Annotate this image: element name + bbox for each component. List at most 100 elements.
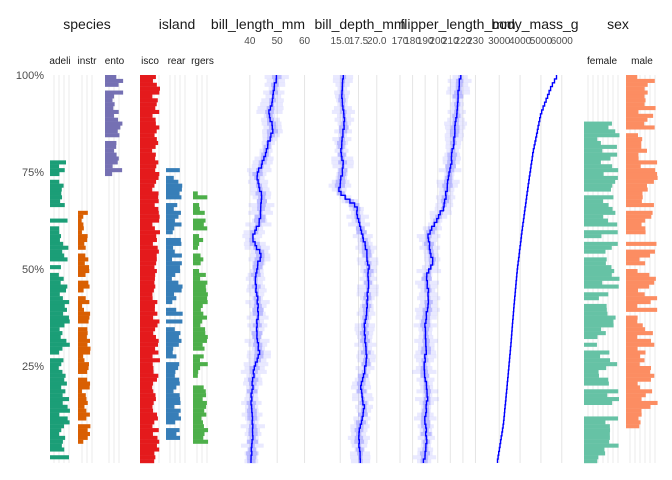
bar-Biscoe <box>140 369 154 374</box>
bar-Torgersen <box>193 276 201 281</box>
bar-Torgersen <box>193 393 207 398</box>
bar-Chinstrap <box>78 412 90 417</box>
bar-Adelie <box>50 366 59 371</box>
bar-Gentoo <box>105 78 124 83</box>
bar-Torgersen <box>193 269 200 274</box>
ci-band <box>253 245 262 250</box>
bar-Torgersen <box>193 431 205 437</box>
bar-female <box>584 431 610 437</box>
bar-Torgersen <box>193 315 208 320</box>
bar-female <box>584 261 606 266</box>
bar-Chinstrap <box>78 237 88 243</box>
bar-Adelie <box>50 241 64 246</box>
bar-male <box>626 323 643 328</box>
bar-male <box>626 160 658 165</box>
bar-Adelie <box>50 257 68 262</box>
bar-male <box>626 94 645 99</box>
bar-Torgersen <box>193 234 200 239</box>
bar-Chinstrap <box>78 296 86 301</box>
bar-Dream <box>166 206 174 211</box>
bar-Adelie <box>50 416 68 421</box>
bar-male <box>626 191 643 196</box>
bar-Dream <box>166 366 179 371</box>
bar-Biscoe <box>140 183 155 188</box>
bar-Chinstrap <box>78 397 87 402</box>
bar-Biscoe <box>140 366 154 371</box>
bar-Adelie <box>50 397 70 402</box>
bar-female <box>584 249 606 254</box>
bar-Torgersen <box>193 420 203 425</box>
bar-Chinstrap <box>78 210 88 215</box>
bar-Chinstrap <box>78 358 85 363</box>
bar-male <box>626 121 645 126</box>
bar-male <box>626 393 646 398</box>
x-tick-label: 17.5 <box>349 36 369 47</box>
bar-Adelie <box>50 265 61 270</box>
bar-Dream <box>166 179 179 184</box>
bar-female <box>584 133 620 138</box>
bar-Biscoe <box>140 342 159 347</box>
bar-Dream <box>166 420 176 425</box>
bar-Adelie <box>50 296 63 301</box>
bar-Dream <box>166 397 181 402</box>
bar-Biscoe <box>140 404 153 409</box>
bar-Adelie <box>50 245 69 250</box>
bar-Adelie <box>50 443 62 448</box>
bar-female <box>584 195 614 200</box>
bar-Dream <box>166 296 177 301</box>
panel-species <box>50 75 124 463</box>
panel-body_mass_g <box>496 75 563 463</box>
bar-Dream <box>166 377 180 382</box>
bar-Biscoe <box>140 346 156 351</box>
bar-male <box>626 412 642 417</box>
bar-male <box>626 377 651 382</box>
bar-female <box>584 172 604 177</box>
bar-Torgersen <box>193 439 209 444</box>
bar-male <box>626 420 641 425</box>
bar-female <box>584 156 611 161</box>
bar-female <box>584 144 617 149</box>
bar-male <box>626 199 642 204</box>
bar-Gentoo <box>105 140 117 146</box>
bar-Dream <box>166 393 180 398</box>
bar-Adelie <box>50 172 60 177</box>
bar-Biscoe <box>140 199 159 204</box>
bar-female <box>584 257 607 262</box>
bar-Adelie <box>50 377 65 382</box>
bar-male <box>626 404 651 409</box>
bar-Gentoo <box>105 129 118 134</box>
bar-female <box>584 121 612 126</box>
ci-band <box>248 447 256 452</box>
x-tick-label: 230 <box>467 36 484 47</box>
x-tick-label: 60 <box>299 36 311 47</box>
bar-Dream <box>166 187 182 192</box>
x-tick-label: 20.0 <box>367 36 387 47</box>
bar-Biscoe <box>140 412 158 417</box>
bar-Torgersen <box>193 435 204 440</box>
bar-Biscoe <box>140 280 155 285</box>
bar-Adelie <box>50 195 63 200</box>
bar-male <box>626 408 642 413</box>
bar-Torgersen <box>193 222 204 227</box>
bar-female <box>584 152 618 157</box>
bar-Biscoe <box>140 319 160 324</box>
bar-Adelie <box>50 272 59 277</box>
bar-Biscoe <box>140 373 159 378</box>
bar-Chinstrap <box>78 377 88 382</box>
bar-Biscoe <box>140 397 156 402</box>
bar-Adelie <box>50 284 68 289</box>
panel-flipper_length_mm <box>399 75 476 464</box>
bar-Adelie <box>50 362 62 367</box>
bar-female <box>584 296 599 301</box>
bar-Biscoe <box>140 400 154 405</box>
bar-Biscoe <box>140 338 159 343</box>
bar-Adelie <box>50 424 65 429</box>
bar-Chinstrap <box>78 284 90 289</box>
bar-male <box>626 369 651 374</box>
y-tick-label: 25% <box>22 361 44 373</box>
bar-Gentoo <box>105 106 114 111</box>
bar-male <box>626 319 638 324</box>
bar-Biscoe <box>140 334 156 340</box>
bar-Biscoe <box>140 187 153 192</box>
